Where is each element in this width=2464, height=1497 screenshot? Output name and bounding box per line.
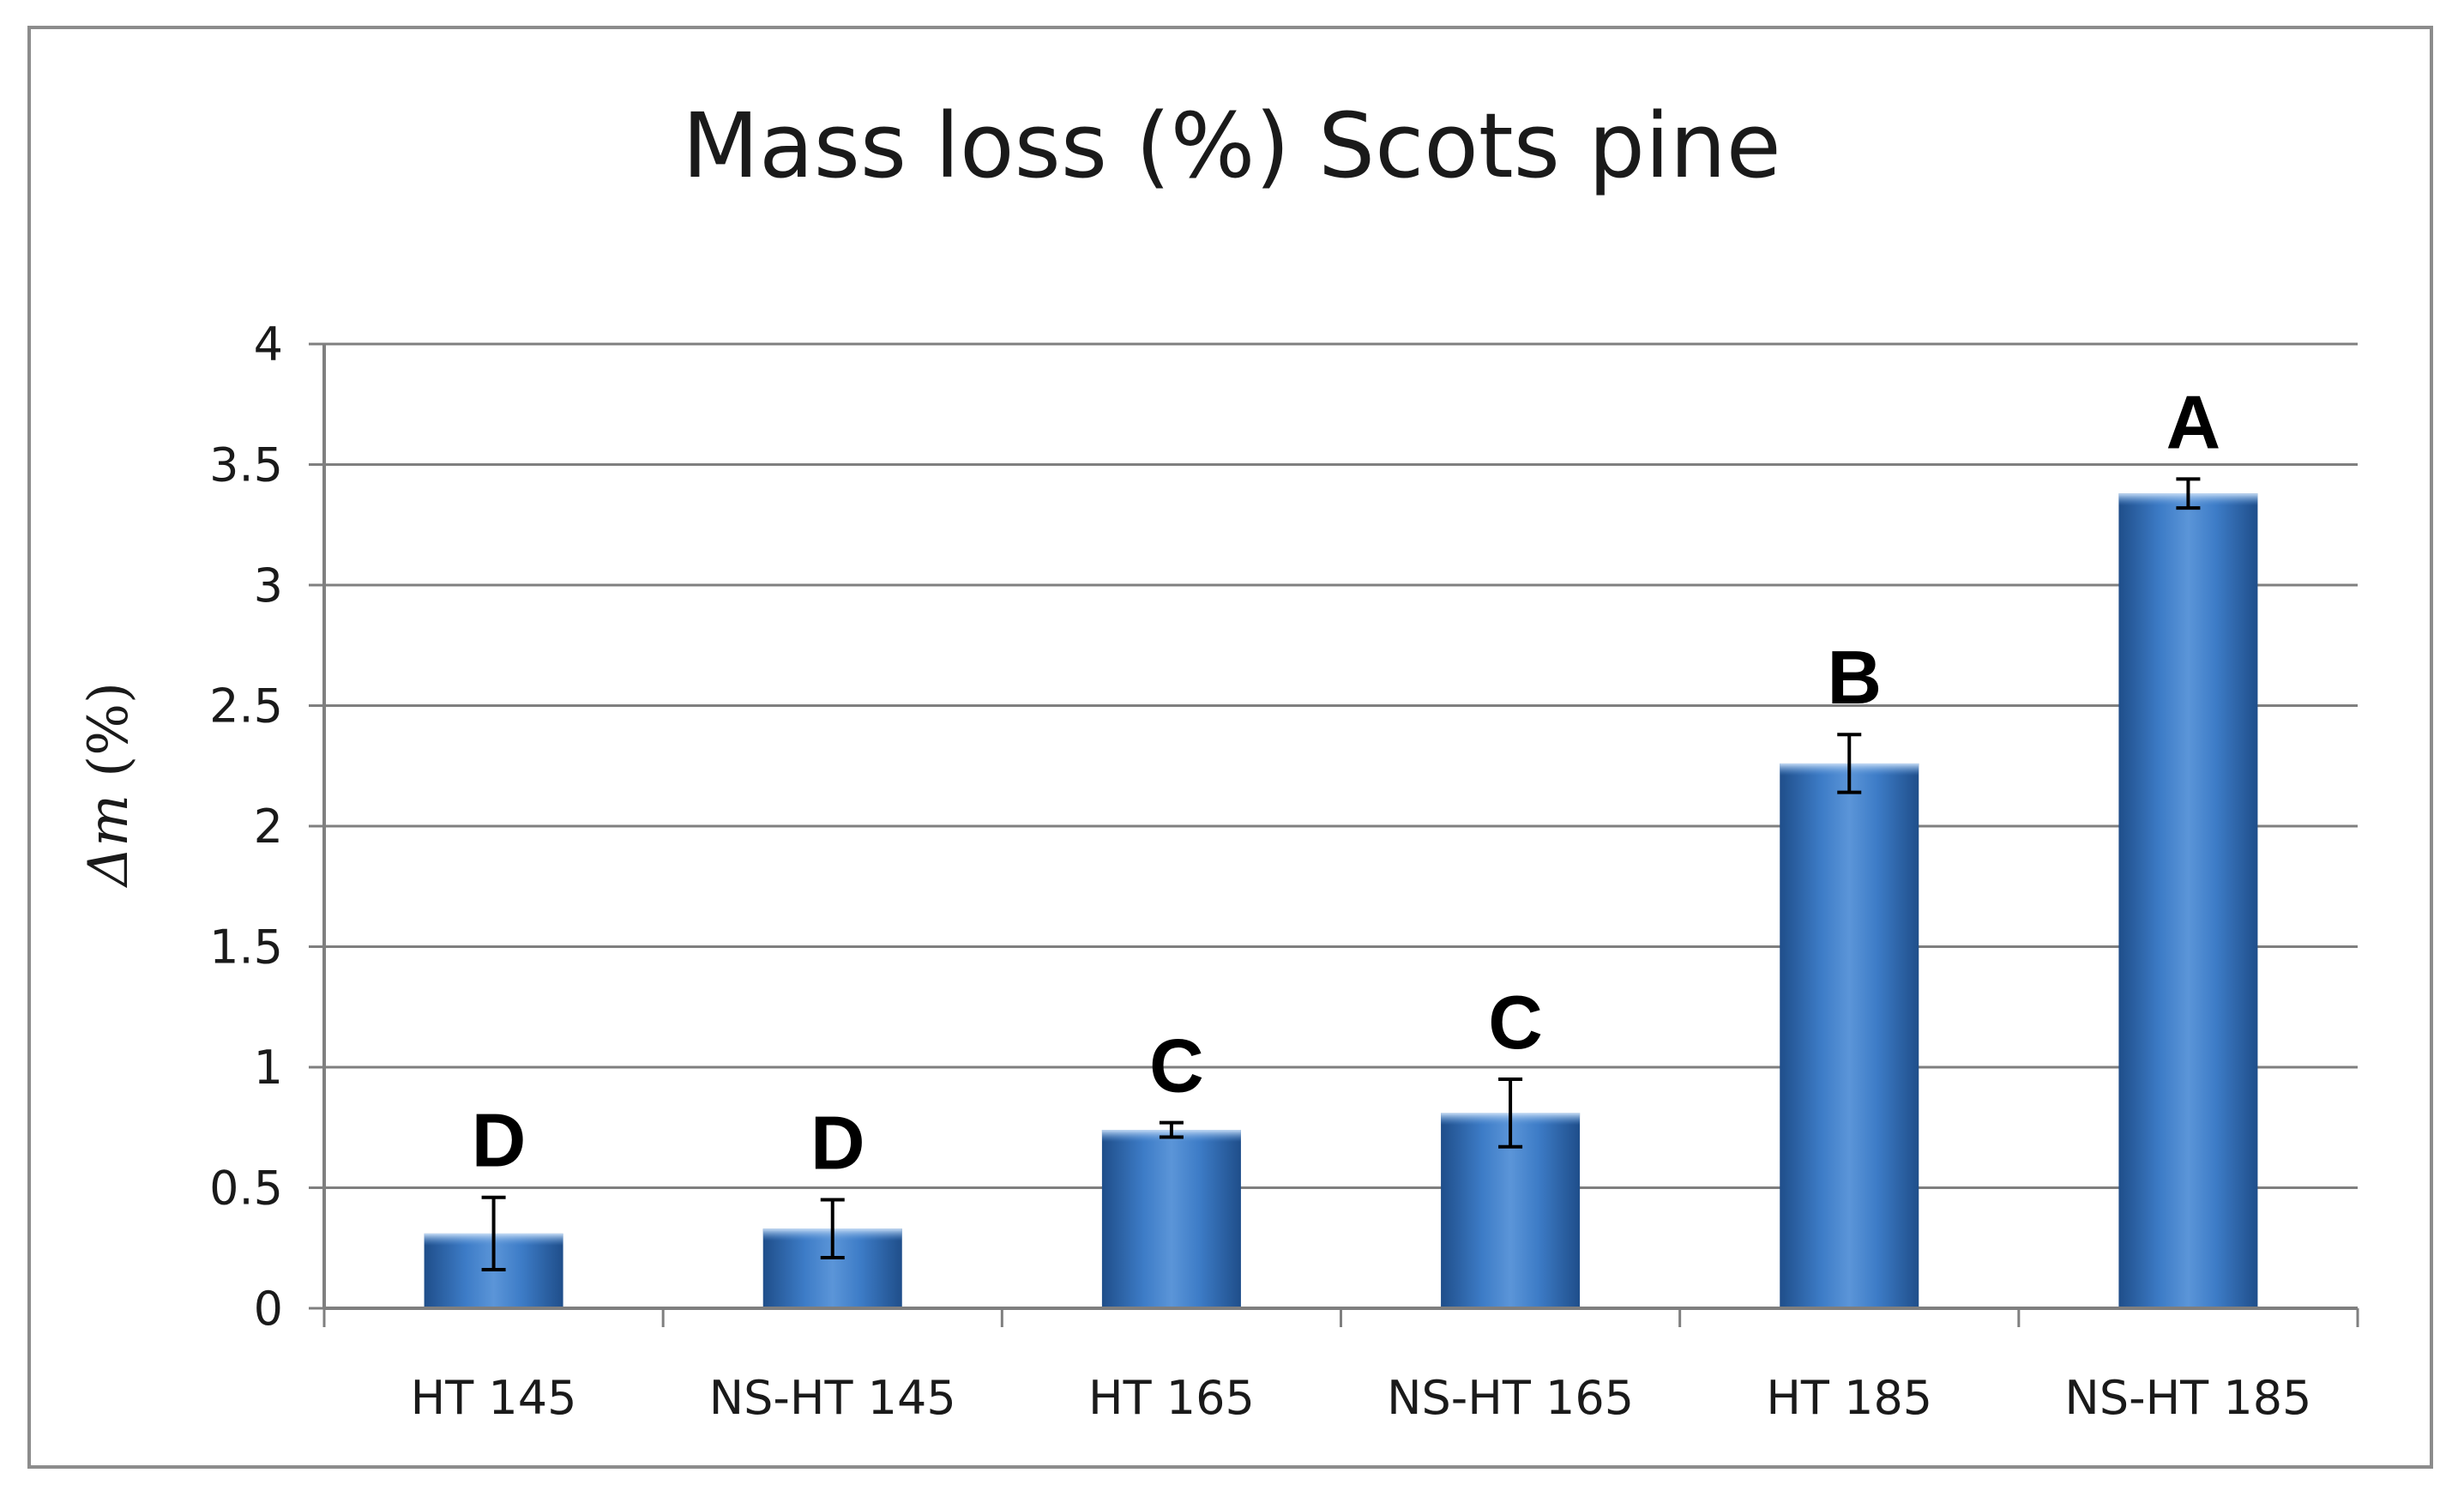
y-axis-label: Δm (%) [77,682,141,889]
y-axis-ticks: 0 0.5 1 1.5 2 2.5 3 3.5 4 [209,317,324,1336]
bar [1101,1130,1241,1308]
y-tick-label: 3.5 [209,438,283,492]
bar [2118,493,2258,1308]
group-letter: A [2166,379,2221,464]
group-letter: D [810,1101,865,1186]
bars [424,493,2258,1308]
x-category-label: NS-HT 185 [2064,1371,2311,1425]
y-tick-label: 2.5 [209,679,283,733]
y-tick-label: 3 [254,558,283,613]
x-axis-categories: HT 145 NS-HT 145 HT 165 NS-HT 165 HT 185 NS-H… [411,1371,2312,1425]
x-category-label: HT 145 [411,1371,577,1425]
axes [322,344,2359,1327]
bar-chart: Mass loss (%) Scots pine Δm (%) 0 0.5 1 1.5… [77,94,2359,1425]
chart-title: Mass loss (%) Scots pine [682,94,1781,198]
bar [1780,763,1919,1308]
group-letter: D [472,1098,527,1183]
group-letters: D D C C B A [472,379,2220,1185]
x-category-label: HT 165 [1088,1371,1255,1425]
chart-frame: Mass loss (%) Scots pine Δm (%) 0 0.5 1 1.5… [27,26,2433,1469]
y-tick-label: 0.5 [209,1162,283,1216]
gridlines [324,342,2358,1189]
y-axis-label-symbol: Δm [77,794,141,889]
x-category-label: NS-HT 165 [1387,1371,1634,1425]
y-tick-label: 2 [254,800,283,854]
x-category-label: HT 185 [1766,1371,1932,1425]
x-category-label: NS-HT 145 [709,1371,956,1425]
y-tick-label: 1 [254,1041,283,1095]
group-letter: C [1488,980,1543,1065]
group-letter: B [1827,635,1882,720]
error-bars [481,477,2201,1272]
y-tick-label: 1.5 [209,921,283,975]
y-axis-label-unit: (%) [77,682,141,794]
y-tick-label: 0 [254,1282,283,1336]
group-letter: C [1149,1023,1204,1108]
y-tick-label: 4 [254,317,283,371]
